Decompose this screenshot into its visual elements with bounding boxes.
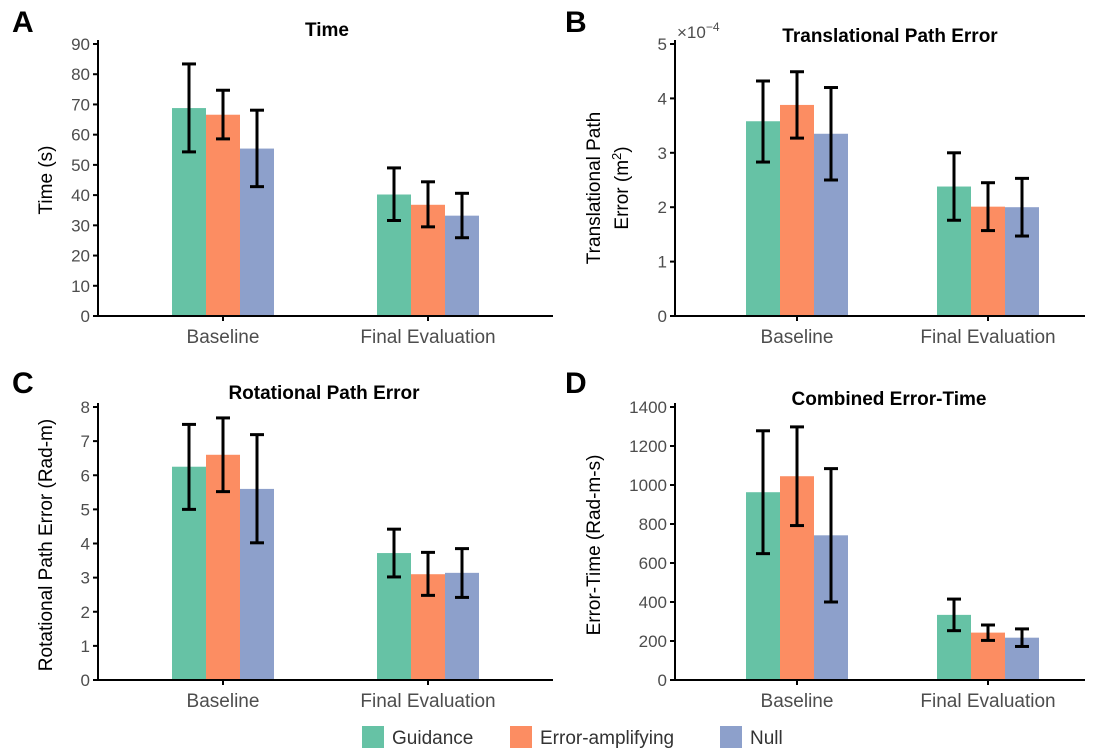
y-tick-label: 0 bbox=[81, 307, 90, 326]
x-tick-label: Baseline bbox=[187, 691, 260, 712]
panel-letter: C bbox=[12, 367, 34, 400]
y-axis-label: Time (s) bbox=[36, 146, 57, 215]
y-tick-label: 1000 bbox=[629, 476, 667, 495]
y-tick-label: 2 bbox=[658, 198, 667, 217]
y-tick-label: 800 bbox=[639, 515, 667, 534]
y-tick-label: 200 bbox=[639, 632, 667, 651]
y-tick-label: 30 bbox=[71, 216, 90, 235]
legend-item-null: Null bbox=[720, 726, 783, 749]
y-tick-label: 0 bbox=[81, 671, 90, 690]
y-tick-label: 60 bbox=[71, 126, 90, 145]
y-tick-label: 80 bbox=[71, 65, 90, 84]
y-tick-label: 1400 bbox=[629, 398, 667, 417]
y-axis-label-line2: Error (m2) bbox=[609, 146, 634, 229]
panel-c: 0 1 2 3 4 5 6 7 8 Baseline Final Evaluation Rotatio… bbox=[12, 367, 553, 712]
y-axis-label: Translational Path bbox=[584, 112, 605, 264]
y-axis-label: Error-Time (Rad-m-s) bbox=[584, 455, 605, 636]
y-tick-label: 10 bbox=[71, 277, 90, 296]
x-tick-label: Baseline bbox=[187, 327, 260, 348]
panel-letter: D bbox=[565, 367, 587, 400]
y-tick-label: 3 bbox=[658, 144, 667, 163]
panel-b: 0 1 2 3 4 5 Baseline Final Evaluation Translatio… bbox=[565, 6, 1085, 348]
x-tick-label: Final Evaluation bbox=[920, 327, 1055, 348]
y-tick-label: 1 bbox=[81, 637, 90, 656]
legend: Guidance Error-amplifying Null bbox=[362, 726, 783, 749]
chart-title: Translational Path Error bbox=[782, 26, 998, 47]
y-tick-label: 0 bbox=[658, 307, 667, 326]
y-tick-label: 8 bbox=[81, 398, 90, 417]
axis-exponent-power: −4 bbox=[706, 20, 720, 34]
legend-item-error-amplifying: Error-amplifying bbox=[510, 726, 674, 749]
y-tick-label: 4 bbox=[658, 89, 667, 108]
chart-title: Combined Error-Time bbox=[792, 389, 987, 410]
y-tick-label: 3 bbox=[81, 569, 90, 588]
y-axis-label-unit: Error (m bbox=[612, 160, 633, 230]
y-tick-label: 6 bbox=[81, 466, 90, 485]
y-tick-label: 7 bbox=[81, 432, 90, 451]
y-tick-label: 1 bbox=[658, 253, 667, 272]
legend-swatch bbox=[362, 726, 384, 748]
legend-item-guidance: Guidance bbox=[362, 726, 473, 749]
y-tick-label: 1200 bbox=[629, 437, 667, 456]
panel-d: 0 200 400 600 800 1000 1200 1400 Baseline Final E… bbox=[565, 367, 1085, 712]
panel-letter: B bbox=[565, 6, 587, 39]
y-axis-label-close: ) bbox=[612, 146, 633, 152]
y-tick-label: 0 bbox=[658, 671, 667, 690]
axis-exponent-base: ×10 bbox=[677, 23, 706, 42]
y-tick-label: 4 bbox=[81, 535, 90, 554]
x-tick-label: Final Evaluation bbox=[360, 327, 495, 348]
y-tick-label: 50 bbox=[71, 156, 90, 175]
bar-error-amplifying-0 bbox=[206, 115, 240, 316]
y-tick-label: 5 bbox=[81, 500, 90, 519]
y-tick-label: 90 bbox=[71, 35, 90, 54]
axis-exponent: ×10−4 bbox=[677, 20, 720, 42]
y-tick-label: 2 bbox=[81, 603, 90, 622]
y-tick-label: 70 bbox=[71, 95, 90, 114]
legend-swatch bbox=[720, 726, 742, 748]
chart-title: Rotational Path Error bbox=[228, 383, 420, 404]
y-tick-label: 400 bbox=[639, 593, 667, 612]
legend-label: Error-amplifying bbox=[540, 728, 674, 749]
x-tick-label: Baseline bbox=[761, 691, 834, 712]
panel-letter: A bbox=[12, 6, 34, 39]
y-tick-label: 20 bbox=[71, 247, 90, 266]
legend-label: Null bbox=[750, 728, 783, 749]
x-tick-label: Baseline bbox=[761, 327, 834, 348]
x-tick-label: Final Evaluation bbox=[360, 691, 495, 712]
panel-a: 0 10 20 30 40 50 60 70 80 90 Baseline Final Evaluat… bbox=[12, 6, 553, 348]
x-tick-label: Final Evaluation bbox=[920, 691, 1055, 712]
y-axis-label: Rotational Path Error (Rad-m) bbox=[36, 419, 57, 671]
chart-title: Time bbox=[305, 20, 349, 41]
legend-swatch bbox=[510, 726, 532, 748]
y-tick-label: 600 bbox=[639, 554, 667, 573]
legend-label: Guidance bbox=[392, 728, 473, 749]
y-tick-label: 40 bbox=[71, 186, 90, 205]
y-axis-label-superscript: 2 bbox=[609, 153, 624, 160]
y-tick-label: 5 bbox=[658, 35, 667, 54]
